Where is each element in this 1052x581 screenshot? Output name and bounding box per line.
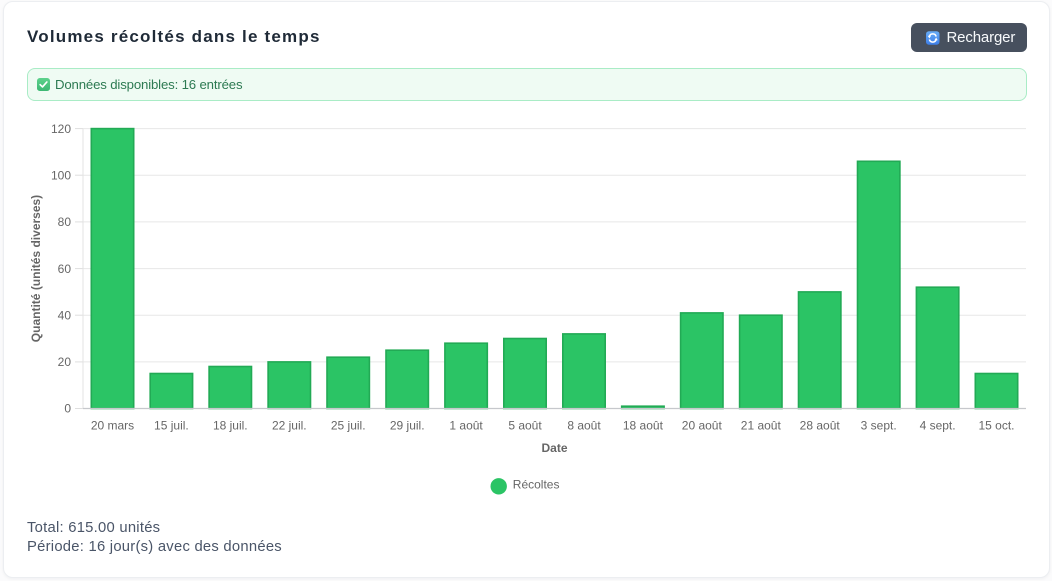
svg-text:1 août: 1 août [449, 419, 483, 433]
svg-text:18 août: 18 août [623, 419, 664, 433]
svg-text:Quantité (unités diverses): Quantité (unités diverses) [29, 195, 43, 342]
svg-text:21 août: 21 août [741, 419, 782, 433]
svg-text:0: 0 [64, 402, 71, 416]
svg-text:Date: Date [541, 441, 567, 455]
svg-text:20 mars: 20 mars [91, 419, 134, 433]
svg-text:60: 60 [58, 262, 72, 276]
svg-text:15 oct.: 15 oct. [978, 419, 1014, 433]
svg-text:40: 40 [58, 308, 72, 322]
svg-text:15 juil.: 15 juil. [154, 419, 189, 433]
svg-text:Récoltes: Récoltes [513, 477, 560, 491]
svg-text:8 août: 8 août [567, 419, 601, 433]
svg-text:25 juil.: 25 juil. [331, 419, 366, 433]
svg-text:120: 120 [51, 122, 71, 136]
svg-text:5 août: 5 août [508, 419, 542, 433]
svg-text:80: 80 [58, 215, 72, 229]
svg-text:4 sept.: 4 sept. [920, 419, 956, 433]
svg-text:20: 20 [58, 355, 72, 369]
svg-text:28 août: 28 août [800, 419, 841, 433]
svg-text:3 sept.: 3 sept. [861, 419, 897, 433]
svg-text:20 août: 20 août [682, 419, 723, 433]
svg-text:22 juil.: 22 juil. [272, 419, 307, 433]
svg-text:100: 100 [51, 168, 71, 182]
svg-text:18 juil.: 18 juil. [213, 419, 248, 433]
svg-text:29 juil.: 29 juil. [390, 419, 425, 433]
